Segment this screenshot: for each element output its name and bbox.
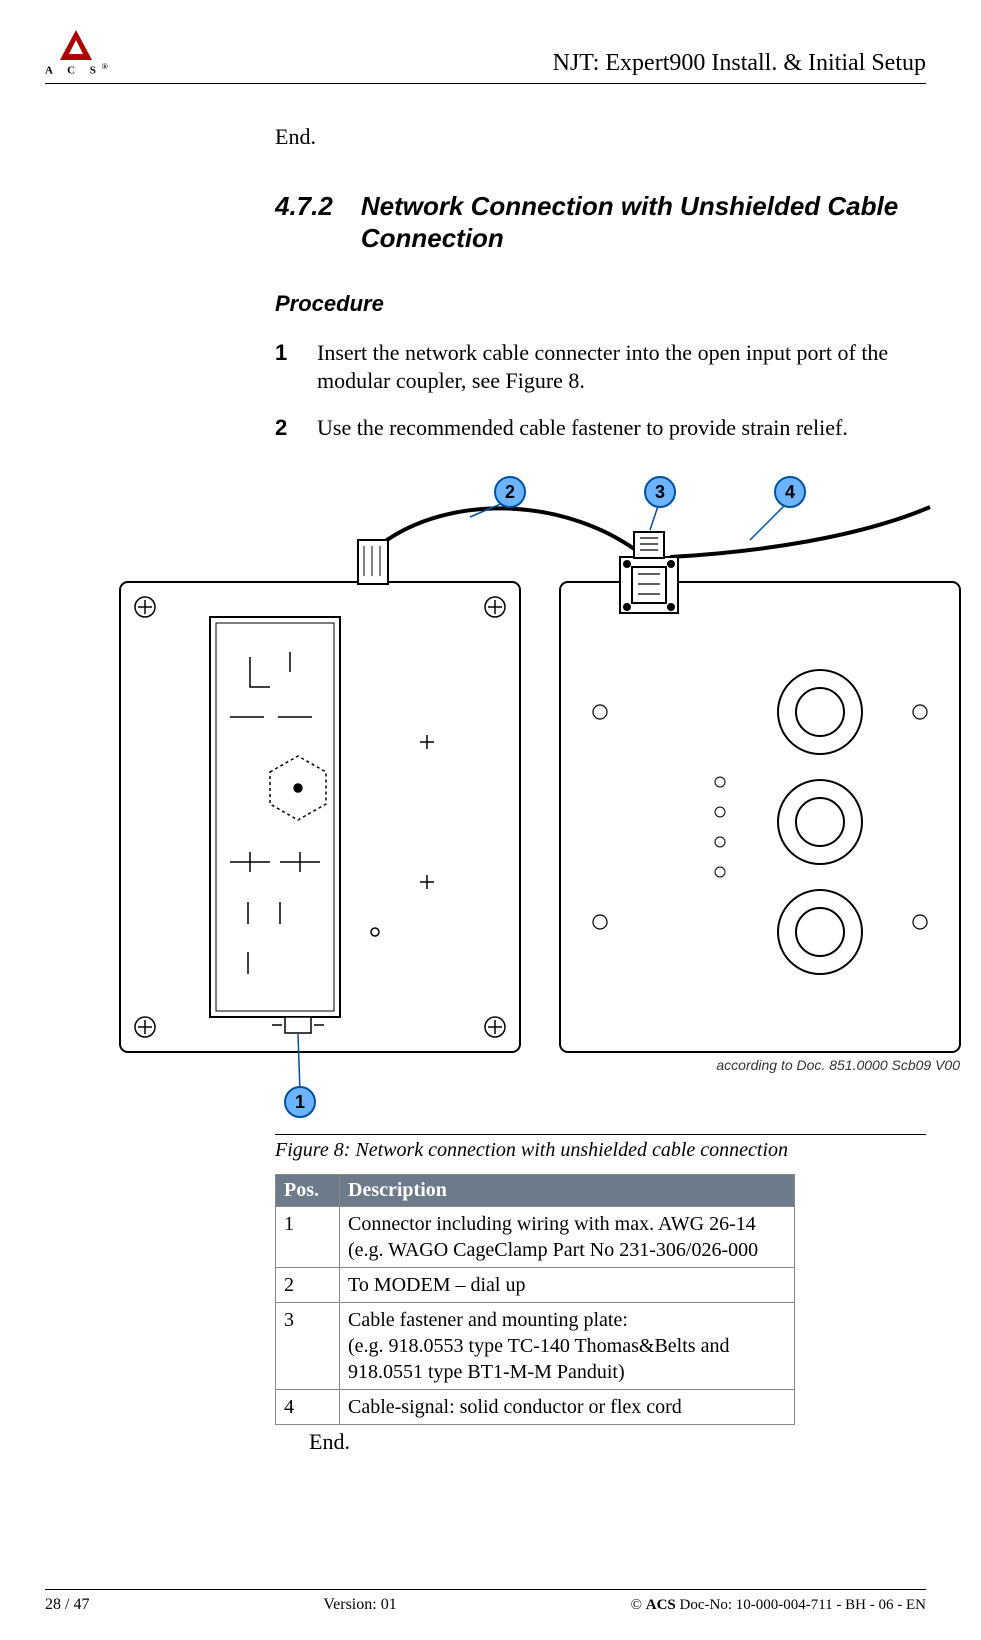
end-bottom: End.	[309, 1429, 926, 1455]
diagram-note: according to Doc. 851.0000 Scb09 V00	[716, 1057, 960, 1073]
cell-pos: 4	[276, 1390, 340, 1425]
logo-reg: ®	[102, 62, 108, 71]
callout-2-text: 2	[505, 482, 515, 502]
logo: A C S®	[45, 30, 108, 77]
logo-icon	[60, 30, 92, 60]
section-number: 4.7.2	[275, 190, 333, 255]
cell-pos: 3	[276, 1303, 340, 1390]
logo-letters: A C S	[45, 65, 102, 77]
footer-copyright: ©	[631, 1597, 642, 1613]
page-header: A C S® NJT: Expert900 Install. & Initial…	[45, 30, 926, 84]
step-number: 1	[275, 339, 297, 396]
cell-desc: Cable fastener and mounting plate: (e.g.…	[340, 1303, 795, 1390]
callout-3-text: 3	[655, 482, 665, 502]
table-row: 2 To MODEM – dial up	[276, 1268, 795, 1303]
footer-page: 28 / 47	[45, 1596, 89, 1614]
content-block: End. 4.7.2 Network Connection with Unshi…	[275, 124, 926, 1456]
figure: 2 3 4 1 accord	[275, 462, 926, 1455]
procedure-label: Procedure	[275, 291, 926, 317]
end-top: End.	[275, 124, 926, 150]
header-title: NJT: Expert900 Install. & Initial Setup	[553, 50, 926, 77]
table-row: 1 Connector including wiring with max. A…	[276, 1207, 795, 1268]
procedure-step: 1 Insert the network cable connecter int…	[275, 339, 926, 396]
callout-1-text: 1	[295, 1092, 305, 1112]
cell-desc: To MODEM – dial up	[340, 1268, 795, 1303]
logo-text: A C S®	[45, 62, 108, 77]
description-table: Pos. Description 1 Connector including w…	[275, 1174, 795, 1425]
step-text: Insert the network cable connecter into …	[317, 339, 926, 396]
footer-docno: Doc-No: 10-000-004-711 - BH - 06 - EN	[676, 1597, 926, 1613]
cell-pos: 2	[276, 1268, 340, 1303]
figure-diagram: 2 3 4 1 accord	[100, 462, 980, 1128]
procedure-list: 1 Insert the network cable connecter int…	[275, 339, 926, 443]
table-header-desc: Description	[340, 1175, 795, 1207]
callout-4-text: 4	[785, 482, 795, 502]
footer-doc: © ACS Doc-No: 10-000-004-711 - BH - 06 -…	[631, 1597, 926, 1614]
figure-caption: Figure 8: Network connection with unshie…	[275, 1134, 926, 1162]
procedure-step: 2 Use the recommended cable fastener to …	[275, 414, 926, 443]
table-row: 4 Cable-signal: solid conductor or flex …	[276, 1390, 795, 1425]
step-number: 2	[275, 414, 297, 443]
table-row: 3 Cable fastener and mounting plate: (e.…	[276, 1303, 795, 1390]
page-footer: 28 / 47 Version: 01 © ACS Doc-No: 10-000…	[45, 1589, 926, 1614]
cell-desc: Cable-signal: solid conductor or flex co…	[340, 1390, 795, 1425]
section-title: Network Connection with Unshielded Cable…	[361, 190, 926, 255]
table-header-pos: Pos.	[276, 1175, 340, 1207]
cell-pos: 1	[276, 1207, 340, 1268]
footer-company: ACS	[646, 1597, 676, 1613]
footer-version: Version: 01	[323, 1596, 396, 1614]
step-text: Use the recommended cable fastener to pr…	[317, 414, 926, 443]
cell-desc: Connector including wiring with max. AWG…	[340, 1207, 795, 1268]
section-heading: 4.7.2 Network Connection with Unshielded…	[275, 190, 926, 255]
